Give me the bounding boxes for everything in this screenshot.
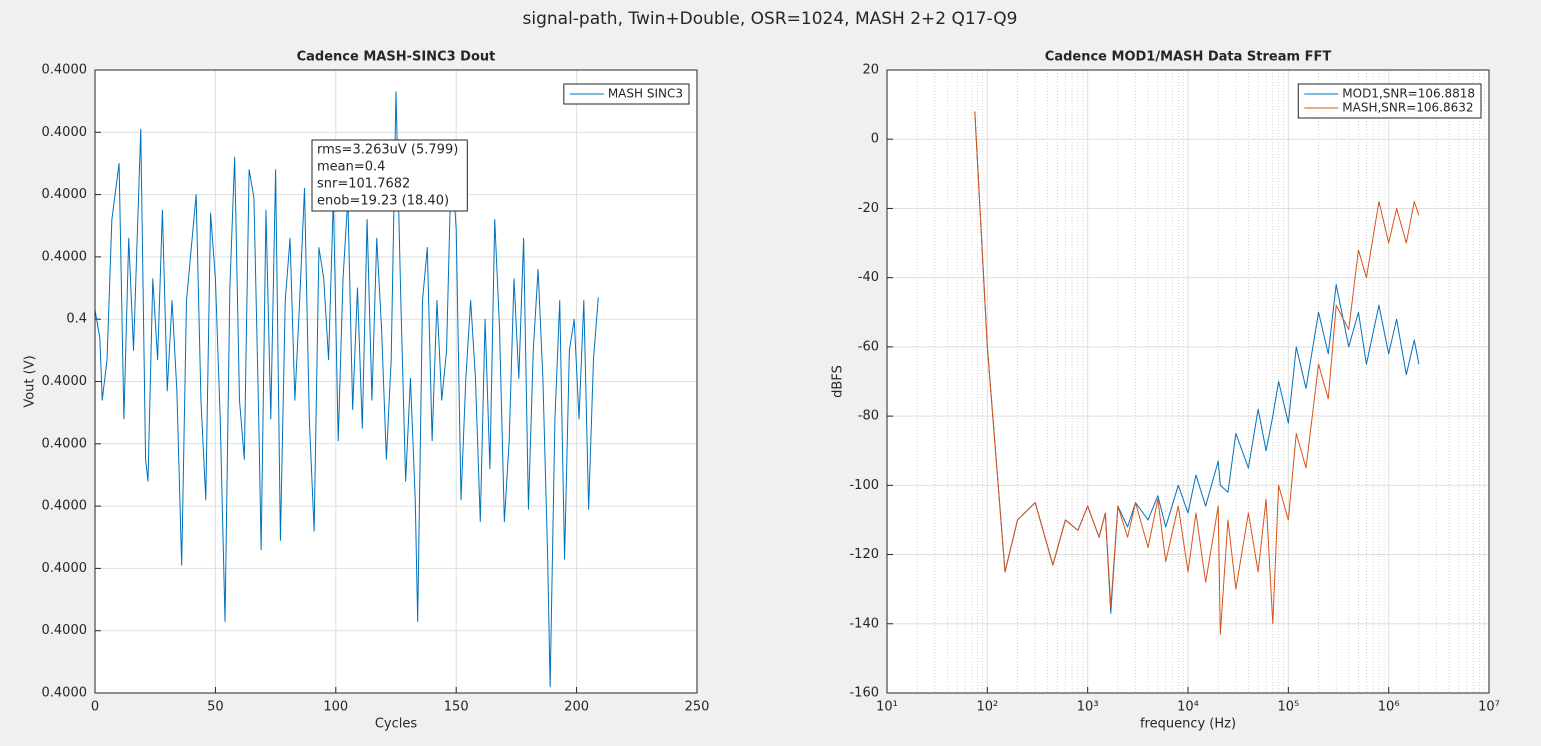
x-tick-label: 200 [564,700,589,715]
y-axis-label: dBFS [831,365,846,398]
y-tick-label: 0.4000 [42,249,88,264]
x-tick-label: 0 [91,700,99,715]
annotation-line: rms=3.263uV (5.799) [317,143,458,158]
annotation-line: enob=19.23 (18.40) [317,194,449,209]
x-axis-label: frequency (Hz) [1140,717,1236,732]
axes-border [94,69,698,694]
y-tick-label: 0.4000 [42,374,88,389]
y-tick-label: 0.4000 [42,499,88,514]
chart-title: Cadence MASH-SINC3 Dout [297,50,496,65]
x-tick-label: 10⁵ [1277,700,1299,715]
x-tick-label: 100 [323,700,348,715]
y-tick-label: 0 [871,132,879,147]
y-tick-label: 0.4000 [42,125,88,140]
y-tick-label: -160 [849,686,879,701]
y-tick-label: 0.4000 [42,63,88,78]
x-tick-label: 50 [207,700,224,715]
legend-label: MASH SINC3 [608,87,683,101]
x-tick-label: 10⁶ [1378,700,1400,715]
x-tick-label: 10⁷ [1478,700,1500,715]
y-tick-label: 0.4000 [42,436,88,451]
axes-border [886,69,1490,694]
y-tick-label: -20 [858,201,879,216]
legend-box [563,83,690,105]
x-tick-label: 10³ [1077,700,1099,715]
annotation-box [311,139,468,212]
y-tick-label: 0.4000 [42,187,88,202]
figure-title: signal-path, Twin+Double, OSR=1024, MASH… [523,9,1018,29]
x-tick-label: 250 [685,700,710,715]
legend-label: MASH,SNR=106.8632 [1342,101,1473,115]
annotation-line: snr=101.7682 [317,177,410,192]
y-tick-label: -80 [858,409,879,424]
chart-title: Cadence MOD1/MASH Data Stream FFT [1045,50,1332,65]
annotation: rms=3.263uV (5.799) mean=0.4 snr=101.7682 e… [311,139,468,212]
y-tick-label: 0.4000 [42,686,88,701]
y-tick-label: -60 [858,339,879,354]
y-tick-label: 0.4000 [42,623,88,638]
legend-label: MOD1,SNR=106.8818 [1342,87,1475,101]
legend: MASH SINC3 [563,83,690,105]
y-tick-label: -40 [858,270,879,285]
x-tick-label: 10⁴ [1177,700,1199,715]
y-tick-label: 20 [862,63,879,78]
y-axis-label: Vout (V) [23,355,38,407]
x-tick-label: 10¹ [876,700,898,715]
x-tick-label: 10² [976,700,998,715]
series-line [974,111,1420,635]
y-tick-label: 0.4 [66,312,87,327]
x-tick-label: 150 [444,700,469,715]
legend-box [1297,83,1482,119]
y-tick-label: 0.4000 [42,561,88,576]
x-axis-label: Cycles [375,717,418,732]
y-tick-label: -120 [849,547,879,562]
y-tick-label: -100 [849,478,879,493]
y-tick-label: -140 [849,616,879,631]
annotation-line: mean=0.4 [317,160,385,175]
